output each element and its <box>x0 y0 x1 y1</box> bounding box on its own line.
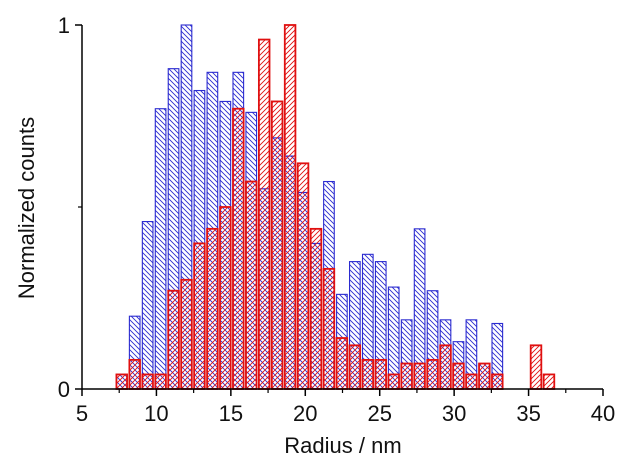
series-2-bar <box>452 362 465 390</box>
series-2-bar <box>180 278 193 390</box>
series-2-bar <box>322 267 336 390</box>
bars-layer <box>115 24 556 390</box>
series-2-bar <box>257 38 271 390</box>
x-tick-label: 10 <box>144 401 168 426</box>
series-2-bars <box>115 24 556 390</box>
series-2-bar <box>128 358 141 390</box>
series-2-bar <box>270 100 284 390</box>
series-2-bar <box>232 107 245 390</box>
series-2-bar <box>283 24 297 390</box>
series-2-bar <box>193 242 206 390</box>
series-2-bar <box>387 373 400 390</box>
series-2-bar <box>529 344 543 390</box>
series-2-bar <box>439 344 452 390</box>
series-1-bar <box>141 221 154 390</box>
series-2-bar <box>426 358 439 390</box>
series-2-bar <box>115 373 128 390</box>
x-tick-label: 25 <box>367 401 391 426</box>
axes-layer: 5 10 15 20 25 30 35 40 0 1 <box>58 13 615 426</box>
series-2-bar <box>296 162 310 390</box>
x-axis-title: Radius / nm <box>284 433 401 458</box>
x-tick-label: 20 <box>293 401 317 426</box>
series-1-bar <box>154 108 167 390</box>
series-2-bar <box>245 180 258 390</box>
series-2-bar <box>478 362 491 390</box>
x-tick-label: 35 <box>516 401 540 426</box>
series-2-bar <box>335 337 349 390</box>
y-axis-title: Normalized counts <box>14 117 39 299</box>
x-tick-label: 15 <box>219 401 243 426</box>
x-tick-label: 30 <box>442 401 466 426</box>
series-2-bar <box>542 373 556 390</box>
series-2-bar <box>400 362 413 390</box>
series-2-bar <box>465 373 478 390</box>
series-2-bar <box>309 227 323 390</box>
series-2-bar <box>361 358 375 390</box>
series-2-bar <box>413 362 426 390</box>
series-2-bar <box>374 358 387 390</box>
series-2-bar <box>167 289 180 390</box>
series-2-bar <box>206 227 219 390</box>
series-2-bar <box>154 373 167 390</box>
series-2-bar <box>219 206 232 390</box>
series-2-bar <box>491 373 504 390</box>
y-tick-label: 0 <box>58 377 70 402</box>
x-tick-label: 40 <box>591 401 615 426</box>
x-tick-label: 5 <box>76 401 88 426</box>
y-tick-label: 1 <box>58 13 70 38</box>
series-2-bar <box>141 373 154 390</box>
series-2-bar <box>348 344 362 390</box>
